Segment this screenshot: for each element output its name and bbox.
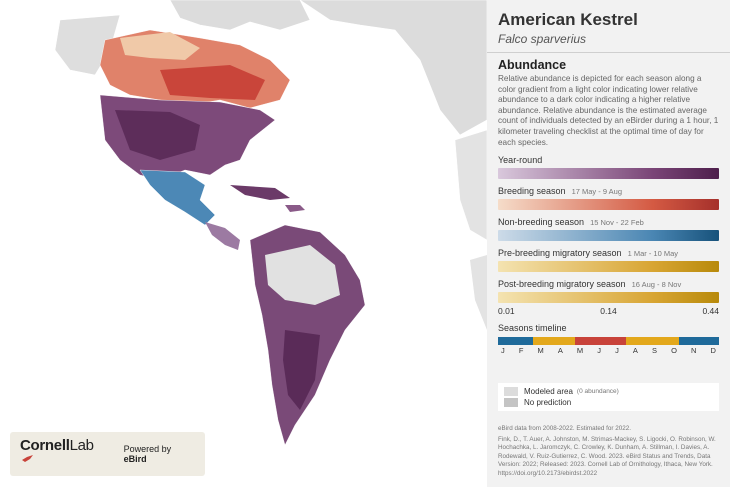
caribbean-islands-east: [285, 205, 305, 212]
month-label: A: [632, 346, 638, 356]
area-legend: Modeled area (0 abundance) No prediction: [498, 383, 719, 411]
month-label: D: [710, 346, 716, 356]
cornell-lab-wordmark: CornellLab: [20, 437, 110, 471]
central-america-range: [205, 222, 240, 250]
amazon-unmodeled: [265, 245, 340, 305]
powered-by-ebird: Powered by eBird: [123, 444, 172, 464]
season-year-round: Year-round: [498, 155, 719, 180]
no-prediction-swatch: [504, 398, 518, 407]
bird-logo-icon: [22, 455, 33, 462]
season-dates: 15 Nov - 22 Feb: [590, 218, 644, 228]
season-dates: 17 May - 9 Aug: [571, 187, 623, 197]
data-years-note: eBird data from 2008-2022. Estimated for…: [498, 425, 632, 432]
species-info-panel: American Kestrel Falco sparverius Abunda…: [487, 0, 730, 487]
species-common-name: American Kestrel: [498, 10, 638, 29]
africa-edge: [470, 255, 487, 330]
month-label: M: [537, 346, 544, 356]
scale-mid: 0.14: [600, 306, 617, 317]
modeled-area-swatch: [504, 387, 518, 396]
month-label: N: [691, 346, 697, 356]
season-dates: 1 Mar - 10 May: [627, 249, 678, 259]
panel-divider: [487, 52, 730, 53]
timeline-segment-nonbreeding-start: [498, 337, 534, 346]
legend-no-prediction: No prediction: [504, 397, 713, 408]
season-label: Year-round: [498, 155, 543, 166]
arctic-islands: [169, 0, 311, 31]
timeline-segment-nonbreeding-end: [679, 337, 719, 346]
breeding-color-ramp: [498, 199, 719, 211]
season-breeding: Breeding season 17 May - 9 Aug: [498, 186, 719, 211]
pre-breeding-color-ramp: [498, 261, 719, 273]
seasons-timeline-title: Seasons timeline: [498, 323, 567, 334]
timeline-segment-breeding: [575, 337, 627, 346]
map-canvas: [54, 0, 487, 446]
season-non-breeding: Non-breeding season 15 Nov - 22 Feb: [498, 217, 719, 242]
month-label: S: [652, 346, 658, 356]
season-pre-breeding: Pre-breeding migratory season 1 Mar - 10 …: [498, 248, 719, 273]
season-label: Post-breeding migratory season: [498, 279, 626, 290]
timeline-segment-postbreeding: [626, 337, 680, 346]
mexico-nonbreeding-range: [139, 169, 216, 226]
legend-modeled-area: Modeled area (0 abundance): [504, 386, 713, 397]
citation-text: Fink, D., T. Auer, A. Johnston, M. Strim…: [498, 436, 716, 477]
eurasia-edge: [454, 129, 487, 241]
season-label: Breeding season: [498, 186, 566, 197]
abundance-scale: 0.01 0.14 0.44: [498, 306, 719, 316]
season-post-breeding: Post-breeding migratory season 16 Aug - 8…: [498, 279, 719, 304]
non-breeding-color-ramp: [498, 230, 719, 242]
season-label: Non-breeding season: [498, 217, 585, 228]
canada-breeding-dense: [160, 65, 265, 100]
month-label: M: [576, 346, 584, 356]
usa-yearround-dense: [115, 110, 200, 160]
scale-max: 0.44: [702, 306, 719, 317]
scale-min: 0.01: [498, 306, 515, 317]
month-label: A: [557, 346, 563, 356]
timeline-months: J F M A M J J A S O N D: [498, 346, 719, 355]
month-label: J: [615, 346, 619, 356]
abundance-description: Relative abundance is depicted for each …: [498, 74, 719, 147]
south-america-dense: [283, 330, 320, 410]
abundance-title: Abundance: [498, 58, 567, 72]
season-label: Pre-breeding migratory season: [498, 248, 622, 259]
timeline-segment-prebreeding: [533, 337, 576, 346]
abundance-map[interactable]: [0, 0, 487, 487]
year-round-color-ramp: [498, 168, 719, 180]
species-scientific-name: Falco sparverius: [498, 32, 587, 46]
month-label: J: [501, 346, 505, 356]
season-dates: 16 Aug - 8 Nov: [631, 280, 682, 290]
seasons-timeline-bar: [498, 337, 719, 346]
month-label: O: [671, 346, 677, 356]
cornell-ebird-logo[interactable]: CornellLab Powered by eBird: [10, 432, 205, 476]
canada-breeding-north: [120, 32, 200, 60]
caribbean-islands: [230, 185, 290, 200]
post-breeding-color-ramp: [498, 292, 719, 304]
month-label: J: [597, 346, 601, 356]
month-label: F: [518, 346, 524, 356]
greenland-landmass: [299, 0, 487, 136]
